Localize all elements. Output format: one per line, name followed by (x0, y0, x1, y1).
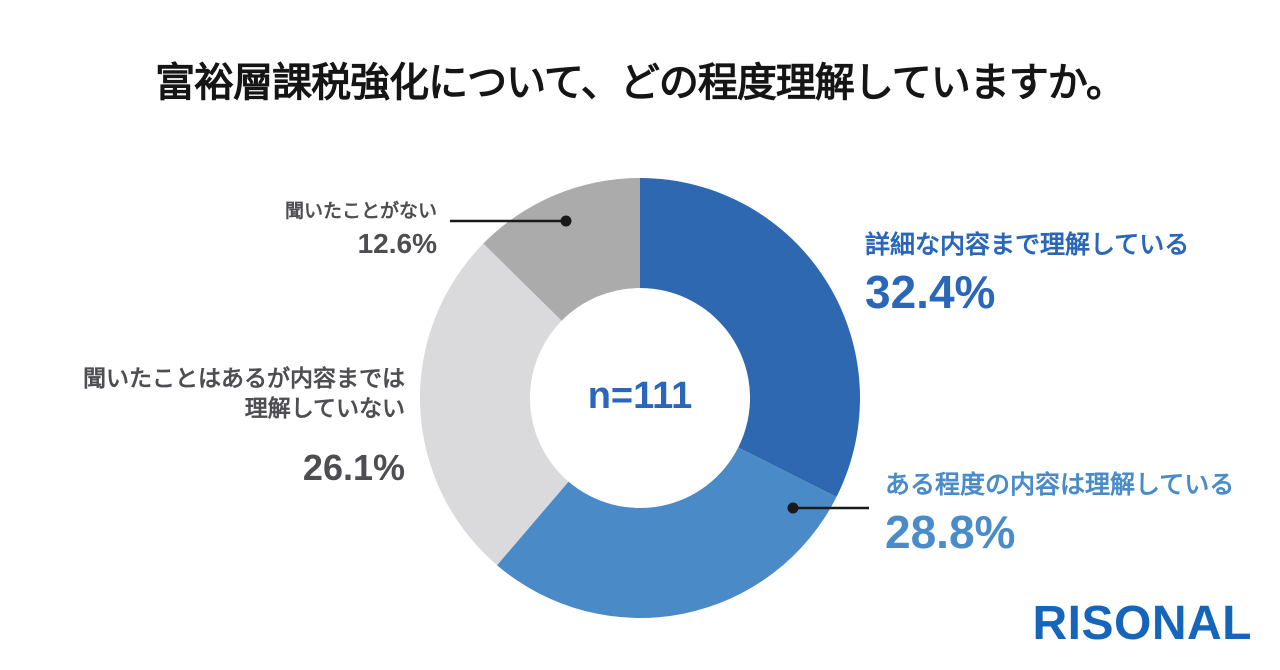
callout-heard: 聞いたことはあるが内容までは 理解していない 26.1% (83, 363, 405, 487)
callout-some: ある程度の内容は理解している 28.8% (885, 471, 1234, 556)
brand-logo: RISONAL (1032, 597, 1252, 650)
callout-some-label: ある程度の内容は理解している (885, 471, 1235, 499)
callout-detail: 詳細な内容まで理解している 32.4% (865, 231, 1189, 316)
leader-lines (450, 215, 869, 514)
chart-title: 富裕層課税強化について、どの程度理解していますか。 (155, 61, 1126, 105)
donut-slice-1 (497, 447, 837, 618)
callout-detail-value: 32.4% (865, 265, 996, 318)
leader-dot-never (560, 215, 572, 227)
donut-slices (420, 178, 860, 618)
callout-heard-value: 26.1% (302, 447, 405, 488)
callout-some-value: 28.8% (885, 505, 1016, 558)
callout-heard-label-line2: 理解していない (244, 395, 405, 421)
donut-slice-0 (640, 178, 860, 498)
leader-dot-some (787, 502, 799, 514)
callout-never: 聞いたことがない 12.6% (285, 201, 437, 260)
center-sample-size: n=111 (587, 375, 693, 417)
callout-never-label: 聞いたことがない (284, 201, 437, 222)
donut-slice-2 (420, 243, 569, 566)
donut-slice-3 (483, 178, 640, 321)
callout-never-value: 12.6% (357, 227, 437, 259)
callout-heard-label-line1: 聞いたことはあるが内容までは (83, 365, 405, 391)
callout-detail-label: 詳細な内容まで理解している (865, 231, 1190, 259)
